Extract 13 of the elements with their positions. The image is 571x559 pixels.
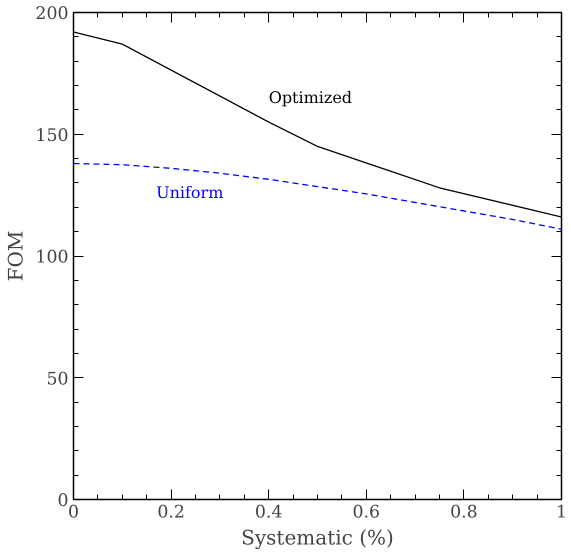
y-tick-label: 150 [35,126,69,146]
y-axis-title: FOM [3,230,28,282]
y-tick-label: 100 [35,248,69,268]
x-tick-label: 0.8 [450,502,478,522]
series-label: Uniform [156,183,224,202]
x-tick-label: 0.4 [254,502,282,522]
x-tick-label: 0.6 [352,502,380,522]
x-tick-label: 1 [556,502,568,522]
y-tick-label: 200 [35,4,69,24]
y-tick-label: 50 [46,369,69,390]
x-axis-title: Systematic (%) [241,526,394,550]
x-tick-label: 0.2 [157,502,185,522]
series-label: Optimized [268,88,352,108]
